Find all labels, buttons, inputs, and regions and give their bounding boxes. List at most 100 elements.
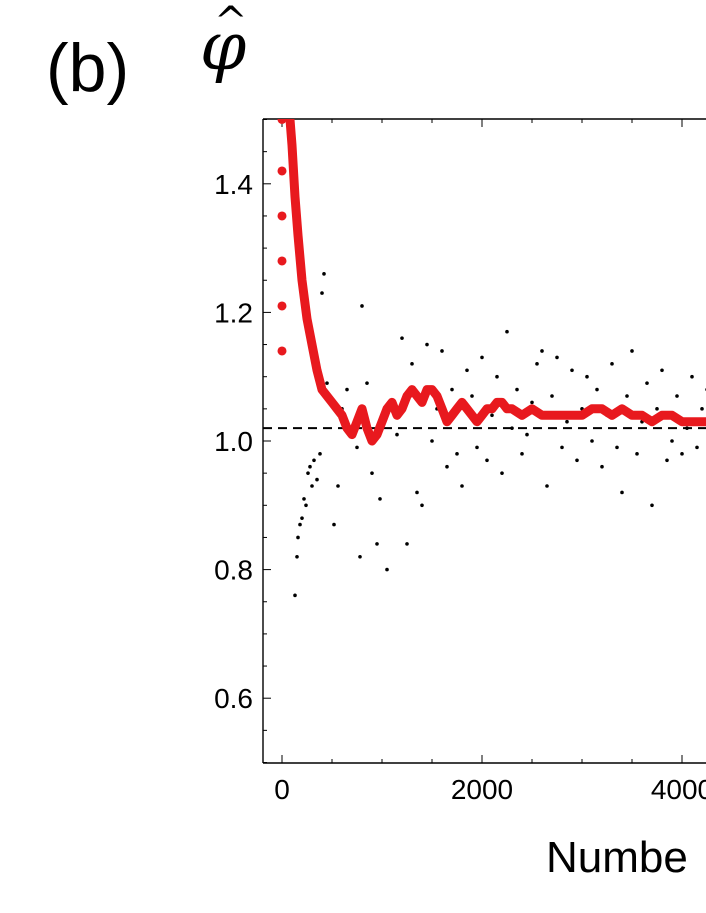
data-point bbox=[595, 387, 599, 392]
data-point bbox=[660, 368, 664, 373]
data-point bbox=[480, 355, 484, 360]
y-tick-label: 1.0 bbox=[214, 426, 253, 457]
y-symbol-text: φ bbox=[200, 8, 247, 85]
data-point bbox=[570, 368, 574, 373]
y-symbol-hat: ^ bbox=[214, 0, 248, 45]
data-point bbox=[465, 368, 469, 373]
data-point bbox=[365, 381, 369, 385]
data-point bbox=[445, 464, 449, 469]
data-point bbox=[420, 503, 424, 508]
data-point bbox=[312, 458, 316, 463]
data-point bbox=[620, 490, 624, 495]
data-point bbox=[700, 407, 704, 411]
data-point bbox=[306, 471, 310, 475]
data-point bbox=[555, 355, 559, 360]
data-point bbox=[520, 452, 524, 456]
y-axis-symbol: φ ^ bbox=[200, 2, 248, 80]
data-point bbox=[665, 458, 669, 463]
data-point bbox=[545, 484, 549, 488]
data-point bbox=[550, 394, 554, 398]
data-point bbox=[635, 452, 639, 456]
data-point bbox=[675, 394, 679, 398]
data-point-large bbox=[277, 346, 287, 356]
x-tick-label: 0 bbox=[274, 774, 290, 805]
data-point bbox=[336, 484, 340, 488]
data-point bbox=[315, 477, 319, 482]
axes: 0.6 0.8 1.0 1.2 1.4 0 2000 4000 bbox=[214, 118, 706, 805]
data-point bbox=[385, 567, 389, 572]
data-point bbox=[415, 490, 419, 495]
data-point bbox=[585, 374, 589, 379]
plot-area bbox=[263, 119, 706, 598]
data-point bbox=[325, 381, 329, 385]
data-point bbox=[440, 349, 444, 353]
y-tick-label: 0.6 bbox=[214, 683, 253, 714]
data-point bbox=[535, 362, 539, 366]
data-point bbox=[510, 426, 514, 430]
data-point bbox=[450, 387, 454, 392]
data-point bbox=[358, 554, 362, 559]
data-point bbox=[378, 497, 382, 501]
data-point bbox=[310, 484, 314, 488]
data-point bbox=[320, 291, 324, 295]
data-point bbox=[370, 471, 374, 475]
data-point bbox=[490, 413, 494, 418]
data-point bbox=[345, 387, 349, 392]
data-point bbox=[318, 452, 322, 456]
y-tick-label: 1.4 bbox=[214, 169, 253, 200]
x-axis-label: Numbe bbox=[546, 833, 688, 882]
data-point bbox=[332, 522, 336, 527]
data-point bbox=[630, 349, 634, 353]
data-point-large bbox=[277, 119, 287, 124]
data-point bbox=[655, 407, 659, 411]
data-point bbox=[460, 484, 464, 488]
data-point bbox=[410, 362, 414, 366]
data-point bbox=[540, 349, 544, 353]
data-point bbox=[295, 554, 299, 559]
data-point bbox=[565, 419, 569, 424]
data-point bbox=[298, 522, 302, 527]
data-point bbox=[515, 387, 519, 392]
data-point-large bbox=[277, 301, 287, 311]
data-point bbox=[650, 503, 654, 508]
data-point bbox=[670, 439, 674, 443]
data-point bbox=[455, 452, 459, 456]
data-point-large bbox=[277, 256, 287, 266]
data-point-large bbox=[277, 211, 287, 221]
data-point bbox=[500, 471, 504, 475]
data-point bbox=[302, 497, 306, 501]
data-point bbox=[400, 336, 404, 340]
x-tick-label: 4000 bbox=[651, 774, 706, 805]
data-point bbox=[495, 374, 499, 379]
data-point bbox=[304, 503, 308, 508]
data-point bbox=[355, 445, 359, 450]
y-tick-label: 1.2 bbox=[214, 297, 253, 328]
data-point bbox=[430, 439, 434, 443]
data-point bbox=[470, 394, 474, 398]
data-point bbox=[300, 516, 304, 520]
data-point bbox=[375, 542, 379, 546]
data-point bbox=[615, 445, 619, 450]
data-point bbox=[530, 400, 534, 405]
data-point bbox=[485, 458, 489, 463]
data-point bbox=[690, 374, 694, 379]
data-point bbox=[405, 542, 409, 546]
x-tick-label: 2000 bbox=[451, 774, 513, 805]
data-point-large bbox=[277, 166, 287, 176]
data-point bbox=[575, 458, 579, 463]
data-point bbox=[360, 304, 364, 308]
data-point bbox=[525, 432, 529, 437]
data-point bbox=[645, 381, 649, 385]
data-point bbox=[296, 535, 300, 540]
data-point bbox=[308, 464, 312, 469]
data-point bbox=[475, 445, 479, 450]
panel-label: (b) bbox=[46, 30, 130, 106]
data-point bbox=[322, 272, 326, 276]
data-point bbox=[610, 362, 614, 366]
data-point bbox=[560, 445, 564, 450]
data-point bbox=[695, 445, 699, 450]
data-point bbox=[680, 452, 684, 456]
data-point bbox=[505, 329, 509, 334]
data-point bbox=[425, 342, 429, 347]
